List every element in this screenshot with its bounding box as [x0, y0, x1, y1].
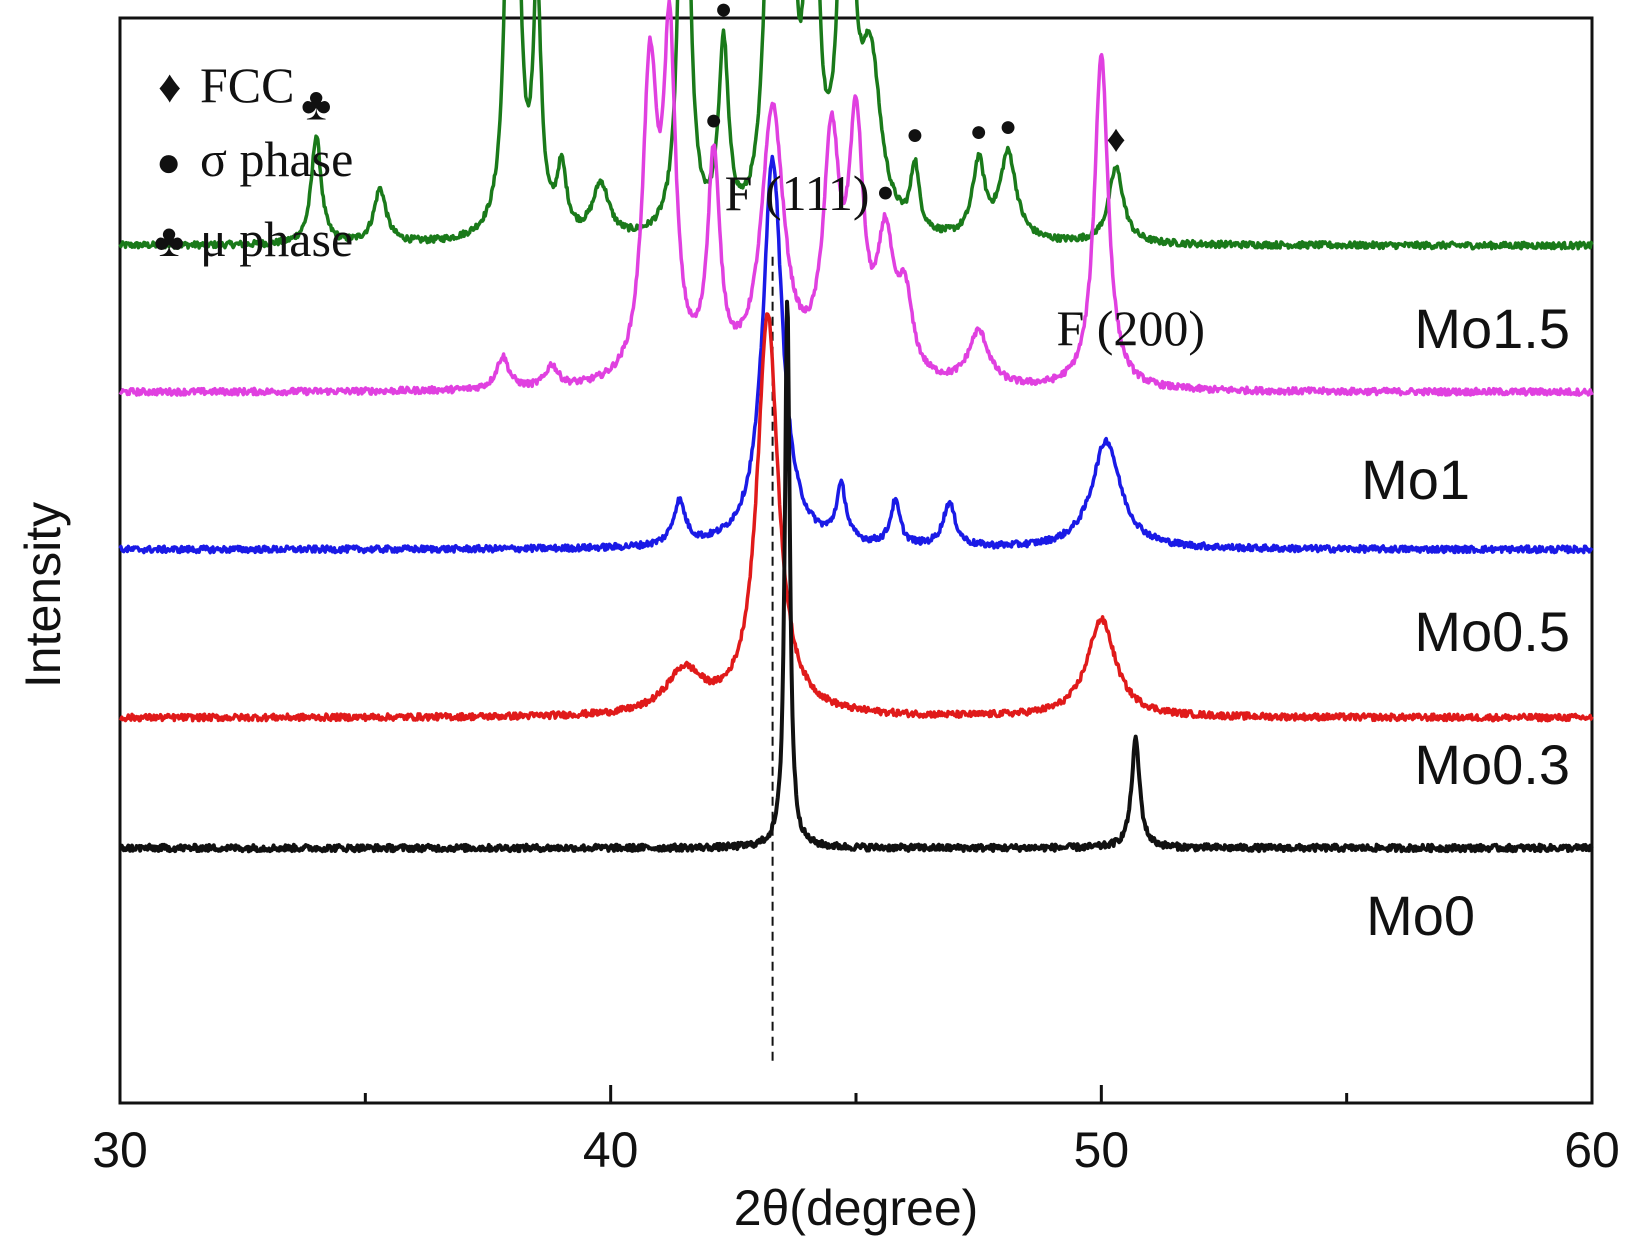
x-axis-title: 2θ(degree) — [734, 1180, 979, 1236]
x-tick-label-40: 40 — [583, 1122, 639, 1178]
legend-sigma-symbol: ● — [156, 140, 181, 186]
series-label-Mo0_3: Mo0.3 — [1414, 733, 1570, 796]
series-line-Mo1_5 — [118, 0, 1594, 251]
legend-fcc-symbol: ♦ — [158, 61, 181, 112]
y-axis-title: Intensity — [15, 502, 71, 688]
series-line-Mo0_5 — [118, 154, 1594, 555]
series-label-Mo0_5: Mo0.5 — [1414, 600, 1570, 663]
legend-sigma-label: σ phase — [200, 131, 353, 187]
x-axis-tick-labels: 30 40 50 60 — [92, 1122, 1620, 1178]
marker-Mo1_5-13: ● — [906, 118, 924, 151]
marker-Mo1_5-16: ♦ — [1106, 118, 1125, 160]
annotation-f200: F (200) — [1056, 300, 1205, 356]
marker-Mo1_5-14: ● — [970, 115, 988, 148]
x-tick-label-30: 30 — [92, 1122, 148, 1178]
series-labels: Mo1.5 Mo1 Mo0.5 Mo0.3 Mo0 — [1361, 297, 1570, 947]
x-axis-ticks — [118, 1085, 1594, 1103]
series-line-Mo0 — [118, 299, 1594, 854]
series-label-Mo0: Mo0 — [1366, 884, 1475, 947]
legend-fcc-label: FCC — [200, 57, 295, 113]
x-tick-label-60: 60 — [1564, 1122, 1620, 1178]
marker-Mo1_5-15: ● — [999, 110, 1017, 143]
marker-Mo1_5-0: ♣ — [301, 78, 331, 129]
annotation-f111: F (111) — [725, 165, 870, 221]
legend-mu-symbol: ♣ — [154, 215, 184, 266]
x-tick-label-50: 50 — [1074, 1122, 1130, 1178]
marker-Mo1-4: ● — [705, 103, 723, 136]
marker-Mo1-8: ● — [876, 176, 894, 209]
series-label-Mo1_5: Mo1.5 — [1414, 297, 1570, 360]
legend-mu-label: μ phase — [200, 211, 353, 267]
phase-markers: ♣♣♣♣●♦●♣♣●●●♦♣●● — [301, 0, 1126, 209]
legend: ♦ FCC ● σ phase ♣ μ phase — [154, 57, 353, 267]
series-line-Mo0_3 — [118, 312, 1594, 723]
series-line-Mo1 — [118, 0, 1594, 397]
marker-Mo1_5-7: ● — [714, 0, 732, 25]
series-group — [118, 0, 1594, 854]
series-label-Mo1: Mo1 — [1361, 448, 1470, 511]
